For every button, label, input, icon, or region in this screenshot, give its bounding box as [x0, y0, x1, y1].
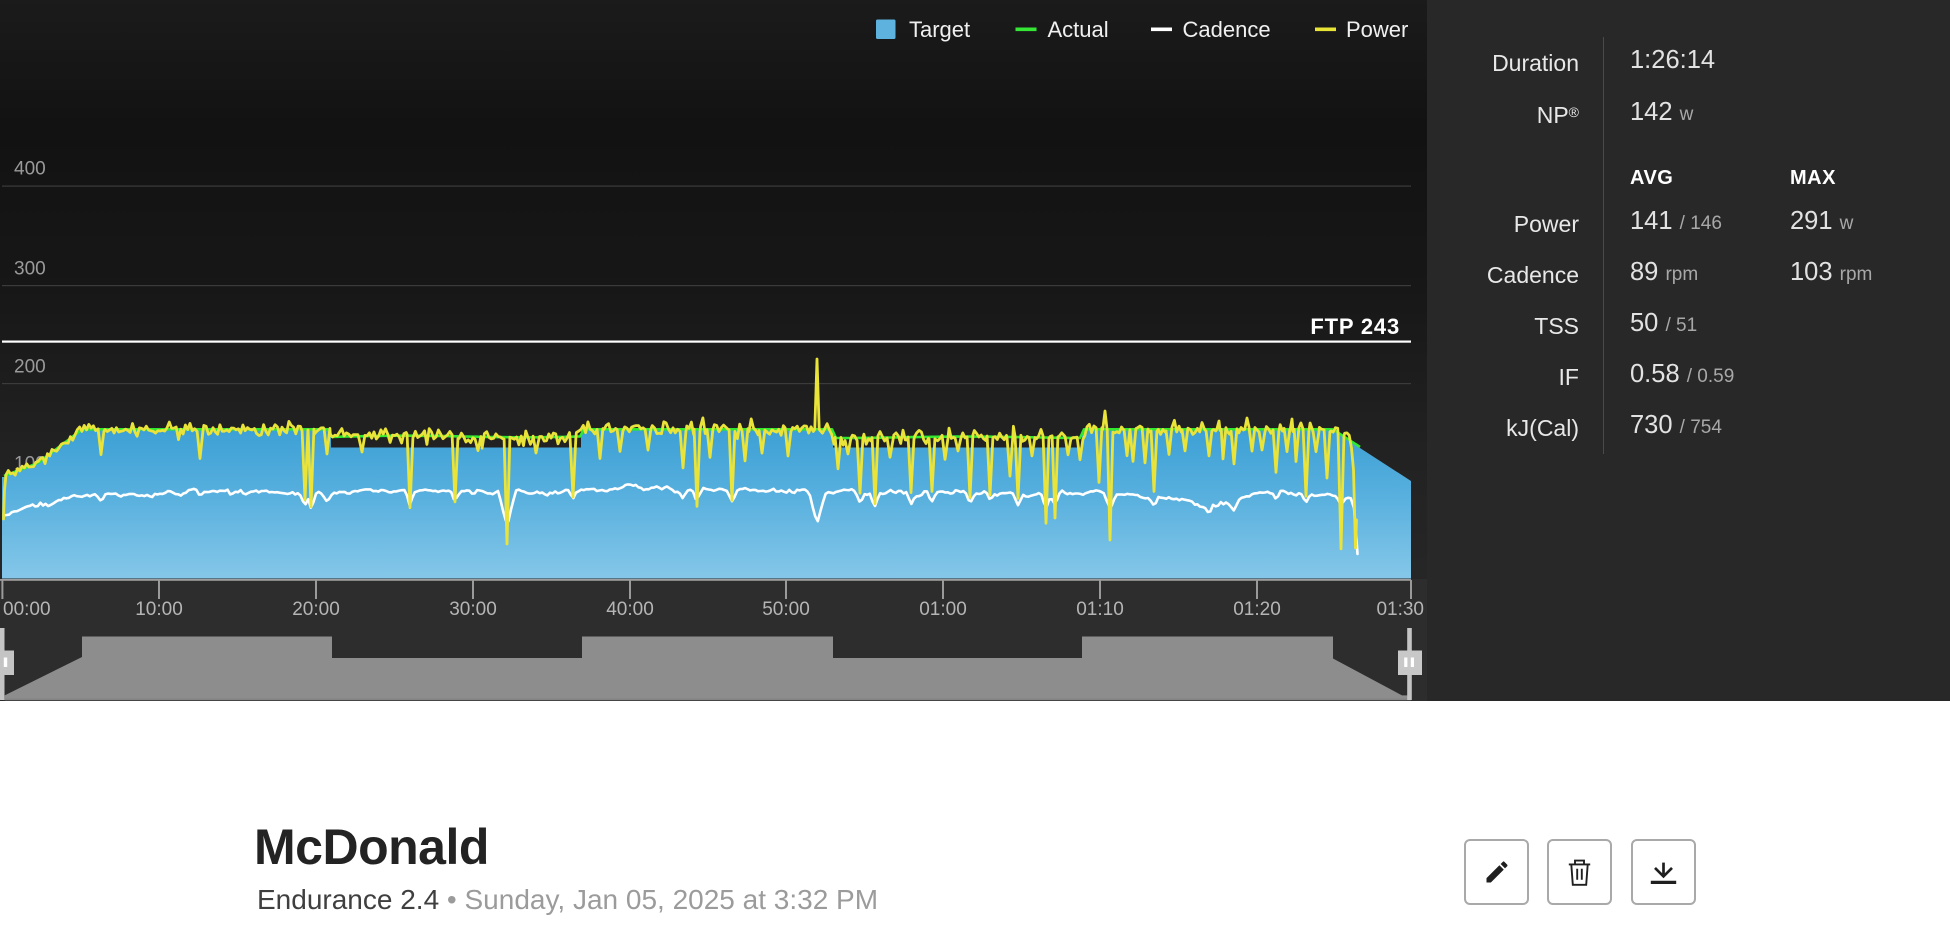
svg-text:01:10: 01:10	[1076, 599, 1124, 620]
svg-text:50:00: 50:00	[762, 599, 810, 620]
svg-text:Cadence: Cadence	[1183, 17, 1271, 42]
svg-text:300: 300	[14, 259, 46, 280]
svg-text:Power: Power	[1346, 17, 1408, 42]
svg-text:200: 200	[14, 357, 46, 378]
svg-text:01:30: 01:30	[1376, 599, 1424, 620]
svg-text:40:00: 40:00	[606, 599, 654, 620]
svg-text:400: 400	[14, 159, 46, 180]
svg-text:01:00: 01:00	[919, 599, 967, 620]
svg-text:10:00: 10:00	[135, 599, 183, 620]
svg-text:30:00: 30:00	[449, 599, 497, 620]
svg-text:Actual: Actual	[1048, 17, 1109, 42]
svg-text:20:00: 20:00	[292, 599, 340, 620]
svg-text:FTP 243: FTP 243	[1310, 314, 1400, 339]
svg-text:00:00: 00:00	[3, 599, 51, 620]
svg-text:01:20: 01:20	[1233, 599, 1281, 620]
svg-text:Target: Target	[909, 17, 970, 42]
